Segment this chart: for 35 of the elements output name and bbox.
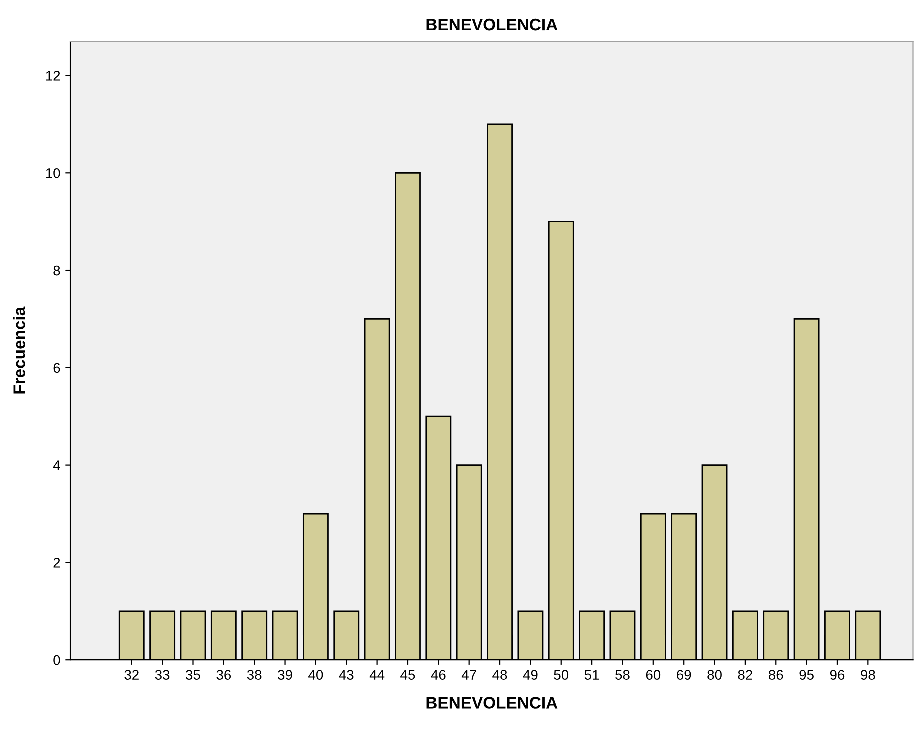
x-tick-label: 51 (584, 670, 600, 680)
x-tick-label: 96 (830, 670, 845, 680)
x-tick-label: 43 (339, 670, 354, 680)
x-tick-label: 36 (216, 670, 232, 680)
x-tick-label: 40 (308, 670, 324, 680)
x-tick-label: 82 (738, 670, 752, 680)
x-tick-label: 39 (278, 670, 292, 680)
x-tick-label: 50 (554, 670, 569, 680)
x-tick-label: 80 (708, 670, 722, 680)
x-tick-label: 58 (616, 670, 630, 680)
x-tick-label: 44 (370, 670, 385, 680)
y-tick-label: 6 (54, 363, 60, 374)
x-tick-label: 98 (861, 670, 876, 680)
x-tick-label: 49 (523, 670, 538, 680)
x-tick-label: 86 (769, 670, 784, 680)
y-tick-label: 2 (54, 558, 60, 568)
y-tick-label: 4 (53, 460, 60, 470)
x-tick-label: 47 (462, 670, 476, 680)
x-tick-label: 95 (800, 670, 814, 680)
x-tick-label: 48 (492, 670, 508, 680)
x-tick-label: 46 (431, 670, 446, 680)
x-axis-title: BENEVOLENCIA (426, 697, 558, 709)
y-tick-label: 0 (54, 655, 60, 666)
chart-title: BENEVOLENCIA (426, 18, 558, 31)
y-tick-label: 8 (54, 266, 60, 276)
y-axis-title: Frecuencia (13, 306, 26, 394)
y-tick-label: 10 (46, 168, 60, 178)
x-tick-label: 35 (186, 670, 200, 680)
y-tick-label: 12 (46, 71, 60, 81)
x-tick-label: 32 (124, 670, 139, 680)
x-tick-label: 45 (400, 670, 416, 680)
x-tick-label: 60 (646, 670, 661, 680)
x-tick-label: 33 (155, 670, 170, 680)
x-tick-label: 38 (247, 670, 262, 680)
x-tick-label: 69 (677, 670, 692, 680)
